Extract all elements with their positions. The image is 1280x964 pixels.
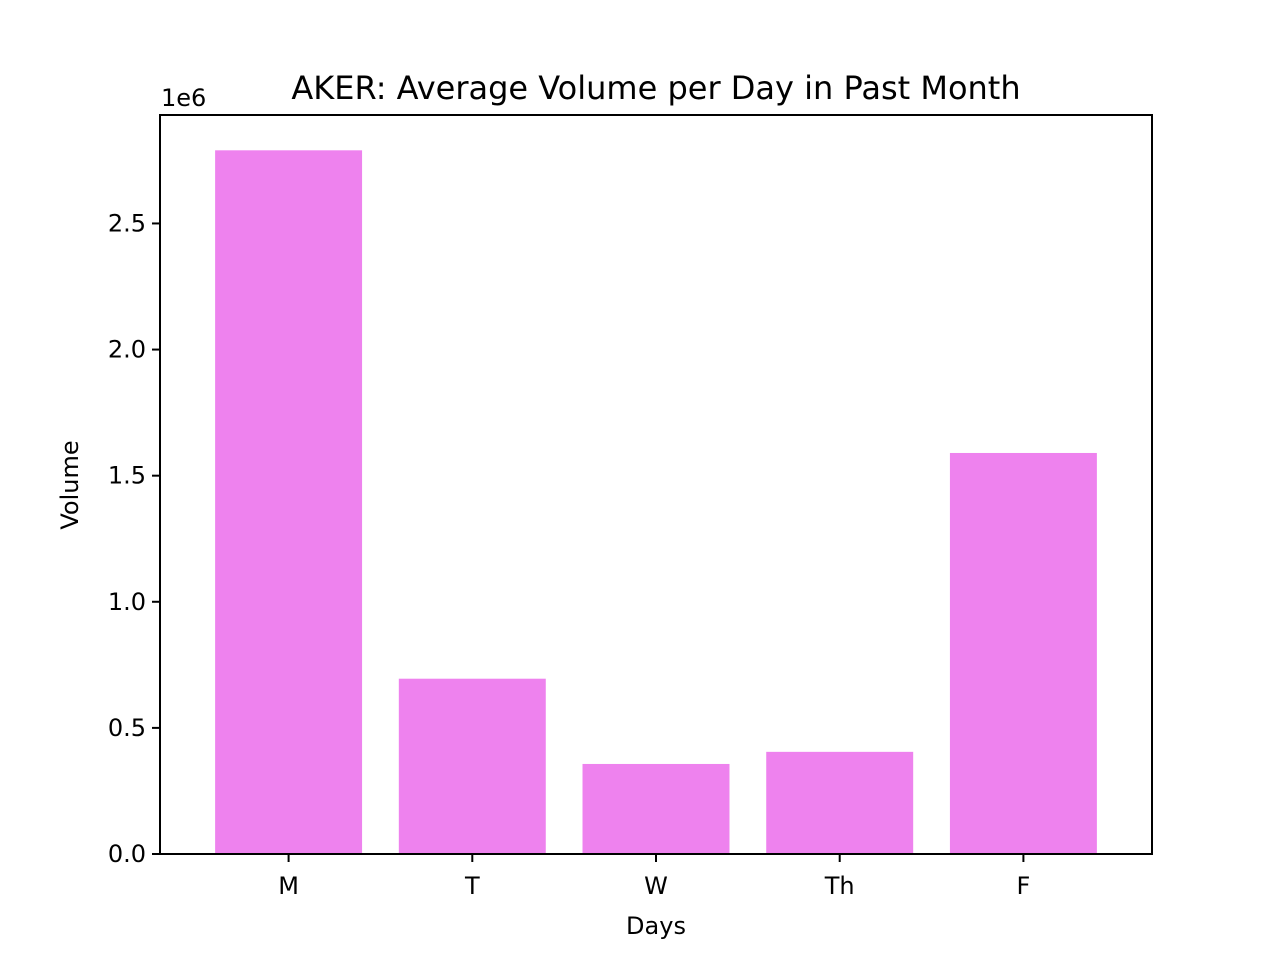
bar-w	[582, 763, 730, 854]
x-tick-label: M	[278, 872, 299, 900]
x-tick-label: Th	[824, 872, 855, 900]
x-axis-label: Days	[626, 912, 686, 940]
x-axis-ticks: M T W Th F	[278, 854, 1030, 900]
bar-t	[398, 678, 546, 854]
chart-title: AKER: Average Volume per Day in Past Mon…	[291, 69, 1020, 107]
y-tick-label: 0.0	[108, 840, 146, 868]
x-tick-label: W	[644, 872, 668, 900]
y-tick-label: 2.0	[108, 336, 146, 364]
y-axis-offset-label: 1e6	[161, 84, 206, 112]
y-tick-label: 2.5	[108, 209, 146, 237]
y-tick-label: 1.0	[108, 588, 146, 616]
y-axis-ticks: 0.0 0.5 1.0 1.5 2.0 2.5	[108, 209, 160, 868]
y-axis-label: Volume	[56, 440, 84, 529]
bar-m	[215, 150, 363, 855]
plot-frame	[159, 114, 1153, 855]
bar-th	[766, 751, 914, 854]
bar-f	[949, 452, 1097, 854]
x-tick-label: T	[464, 872, 480, 900]
x-tick-label: F	[1017, 872, 1031, 900]
bars-layer	[215, 150, 1097, 855]
y-tick-label: 1.5	[108, 462, 146, 490]
y-tick-label: 0.5	[108, 714, 146, 742]
